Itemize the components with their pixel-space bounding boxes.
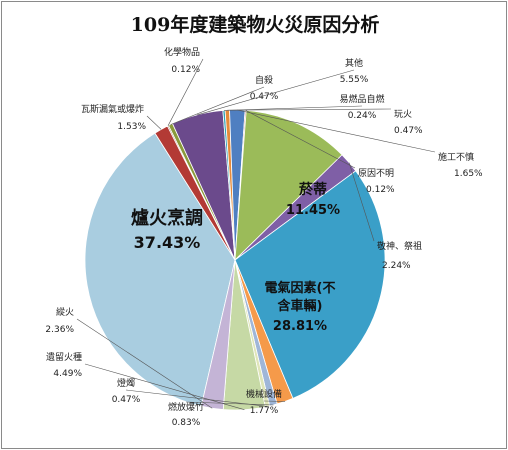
leader-line-10: [348, 162, 375, 242]
slice-value-6: 0.47%: [394, 126, 423, 136]
slice-value-1: 1.53%: [117, 122, 146, 132]
slice-name-1: 瓦斯漏氣或爆炸: [81, 103, 144, 115]
slice-inside-name-11b: 含車輛): [277, 298, 323, 314]
slice-name-14: 燈燭: [117, 377, 135, 389]
leader-line-3: [170, 86, 265, 125]
pie-slices: [84, 109, 386, 411]
slice-name-12: 機械設備: [246, 388, 282, 400]
slice-value-3: 0.47%: [250, 92, 279, 102]
leader-line-7: [237, 109, 436, 153]
leader-line-16: [76, 318, 213, 409]
slice-name-4: 其他: [345, 57, 363, 69]
leader-line-13: [185, 401, 274, 406]
slice-value-16: 2.36%: [45, 325, 74, 335]
slice-value-12: 1.77%: [250, 406, 279, 416]
leader-line-1: [146, 115, 162, 130]
slice-labels: 瓦斯漏氣或爆炸 1.53% 化學物品 0.12% 自殺 0.47% 其他 5.55% 易燃品自燃…: [45, 46, 483, 428]
slice-inside-value-11: 28.81%: [273, 319, 327, 334]
slice-name-13: 燃放爆竹: [168, 401, 204, 413]
slice-value-4: 5.55%: [340, 75, 369, 85]
slice-value-10: 2.24%: [382, 261, 411, 271]
slice-name-3: 自殺: [255, 74, 273, 86]
slice-name-15: 遺留火種: [46, 351, 82, 363]
pie-slice-9: [234, 109, 343, 262]
leader-line-5: [223, 105, 363, 111]
slice-value-5: 0.24%: [348, 111, 377, 121]
slice-value-7: 1.65%: [454, 169, 483, 179]
leader-line-6: [227, 108, 392, 111]
leader-line-2: [167, 58, 204, 126]
leader-line-15: [84, 363, 245, 410]
pie-slice-0: [84, 132, 236, 407]
slice-name-6: 玩火: [394, 109, 412, 120]
slice-inside-name-11: 電氣因素(不: [265, 280, 336, 296]
slice-value-14: 0.47%: [112, 395, 141, 405]
pie-slice-11: [234, 170, 386, 399]
chart-title: 109年度建築物火災原因分析: [130, 14, 380, 36]
leader-line-4: [197, 69, 355, 116]
slice-value-2: 0.12%: [171, 65, 200, 75]
slice-value-13: 0.83%: [172, 418, 201, 428]
slice-name-8: 原因不明: [358, 168, 394, 179]
slice-name-5: 易燃品自燃: [339, 93, 384, 105]
slice-name-10: 敬神、祭祖: [377, 240, 422, 252]
slice-inside-value-9: 11.45%: [286, 203, 340, 218]
slice-name-2: 化學物品: [164, 46, 200, 58]
slice-inside-name-0: 爐火烹調: [131, 207, 203, 229]
slice-value-8: 0.12%: [366, 185, 395, 195]
leader-line-8: [245, 110, 356, 169]
slice-inside-name-9: 菸蒂: [299, 181, 327, 198]
slice-inside-value-0: 37.43%: [134, 233, 201, 252]
slice-value-15: 4.49%: [53, 369, 82, 379]
slice-name-16: 縱火: [56, 306, 74, 318]
slice-name-7: 施工不慎: [438, 151, 474, 163]
